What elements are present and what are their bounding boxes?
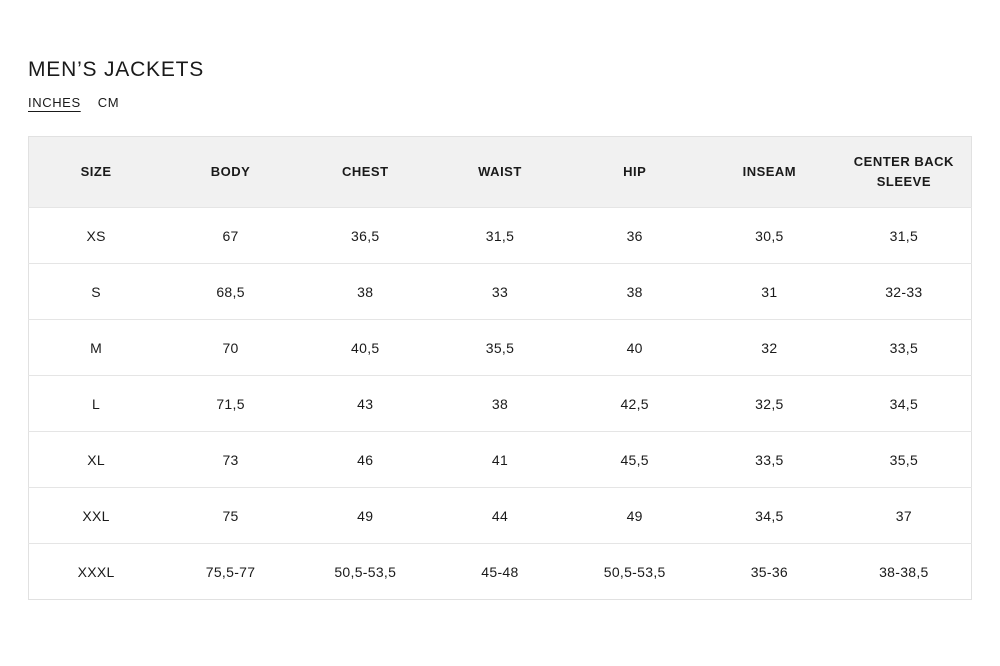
- value-cell: 34,5: [702, 487, 837, 544]
- value-cell: 40: [567, 319, 703, 376]
- value-cell: 70: [163, 319, 298, 376]
- value-cell: 35-36: [702, 543, 837, 600]
- table-row: XS 67 36,5 31,5 36 30,5 31,5: [28, 207, 972, 264]
- size-chart-table: SIZE BODY CHEST WAIST HIP INSEAM CENTER …: [28, 136, 972, 600]
- size-cell: XXXL: [28, 543, 164, 600]
- value-cell: 33: [432, 263, 568, 320]
- size-cell: XL: [28, 431, 164, 488]
- value-cell: 73: [163, 431, 298, 488]
- value-cell: 36: [567, 207, 703, 264]
- value-cell: 38: [297, 263, 433, 320]
- value-cell: 34,5: [836, 375, 972, 432]
- value-cell: 41: [432, 431, 568, 488]
- value-cell: 38-38,5: [836, 543, 972, 600]
- value-cell: 75: [163, 487, 298, 544]
- value-cell: 49: [297, 487, 433, 544]
- size-chart-header: SIZE BODY CHEST WAIST HIP INSEAM CENTER …: [28, 136, 972, 208]
- value-cell: 35,5: [836, 431, 972, 488]
- size-guide-page: MEN’S JACKETS INCHES CM SIZE BODY CHEST …: [28, 58, 972, 600]
- column-header-size: SIZE: [28, 136, 164, 208]
- value-cell: 45-48: [432, 543, 568, 600]
- unit-toggle: INCHES CM: [28, 95, 972, 110]
- page-title: MEN’S JACKETS: [28, 58, 205, 81]
- value-cell: 50,5-53,5: [567, 543, 703, 600]
- table-row: L 71,5 43 38 42,5 32,5 34,5: [28, 375, 972, 432]
- value-cell: 68,5: [163, 263, 298, 320]
- value-cell: 43: [297, 375, 433, 432]
- column-header-inseam: INSEAM: [702, 136, 837, 208]
- table-row: XXXL 75,5-77 50,5-53,5 45-48 50,5-53,5 35-36 3…: [28, 543, 972, 600]
- size-cell: XS: [28, 207, 164, 264]
- size-table-body: XS 67 36,5 31,5 36 30,5 31,5 S 68,5 38 33 38 31 32-33…: [28, 207, 972, 600]
- header-row: SIZE BODY CHEST WAIST HIP INSEAM CENTER …: [28, 136, 972, 208]
- value-cell: 31,5: [836, 207, 972, 264]
- table-row: XL 73 46 41 45,5 33,5 35,5: [28, 431, 972, 488]
- value-cell: 44: [432, 487, 568, 544]
- value-cell: 38: [567, 263, 703, 320]
- size-cell: XXL: [28, 487, 164, 544]
- column-header-waist: WAIST: [432, 136, 568, 208]
- value-cell: 32-33: [836, 263, 972, 320]
- unit-link-cm[interactable]: CM: [97, 95, 120, 110]
- value-cell: 30,5: [702, 207, 837, 264]
- value-cell: 32,5: [702, 375, 837, 432]
- column-header-hip: HIP: [567, 136, 703, 208]
- value-cell: 45,5: [567, 431, 703, 488]
- table-row: XXL 75 49 44 49 34,5 37: [28, 487, 972, 544]
- value-cell: 33,5: [836, 319, 972, 376]
- table-row: S 68,5 38 33 38 31 32-33: [28, 263, 972, 320]
- value-cell: 33,5: [702, 431, 837, 488]
- value-cell: 36,5: [297, 207, 433, 264]
- value-cell: 40,5: [297, 319, 433, 376]
- value-cell: 42,5: [567, 375, 703, 432]
- value-cell: 50,5-53,5: [297, 543, 433, 600]
- value-cell: 49: [567, 487, 703, 544]
- value-cell: 37: [836, 487, 972, 544]
- value-cell: 75,5-77: [163, 543, 298, 600]
- table-row: M 70 40,5 35,5 40 32 33,5: [28, 319, 972, 376]
- column-header-chest: CHEST: [297, 136, 433, 208]
- size-cell: M: [28, 319, 164, 376]
- value-cell: 38: [432, 375, 568, 432]
- value-cell: 32: [702, 319, 837, 376]
- value-cell: 71,5: [163, 375, 298, 432]
- value-cell: 31: [702, 263, 837, 320]
- value-cell: 67: [163, 207, 298, 264]
- column-header-body: BODY: [163, 136, 298, 208]
- value-cell: 46: [297, 431, 433, 488]
- column-header-center-back-sleeve: CENTER BACK SLEEVE: [836, 136, 972, 208]
- size-cell: S: [28, 263, 164, 320]
- size-cell: L: [28, 375, 164, 432]
- value-cell: 31,5: [432, 207, 568, 264]
- unit-link-inches[interactable]: INCHES: [28, 95, 81, 110]
- value-cell: 35,5: [432, 319, 568, 376]
